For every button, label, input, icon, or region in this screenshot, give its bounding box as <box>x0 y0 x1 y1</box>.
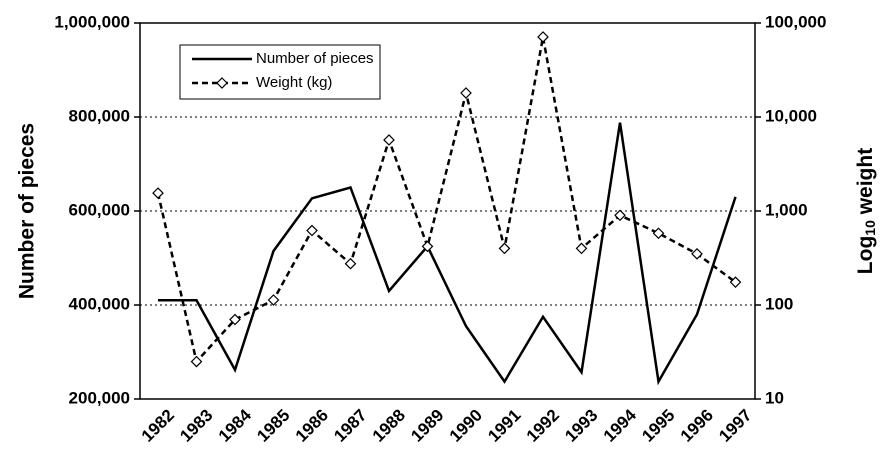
x-tick-label: 1982 <box>138 406 178 446</box>
y2-axis-title: Log10 weight <box>854 148 878 274</box>
y-tick-label: 1,000,000 <box>54 12 130 31</box>
x-tick-label: 1985 <box>253 406 293 446</box>
x-tick-label: 1994 <box>600 405 641 446</box>
data-point <box>306 224 318 237</box>
x-tick-label: 1987 <box>330 406 370 446</box>
y2-tick-label: 100,000 <box>765 12 826 31</box>
x-tick-label: 1991 <box>484 406 524 446</box>
x-tick-label: 1992 <box>523 406 563 446</box>
data-point <box>229 313 241 326</box>
data-point <box>691 248 703 260</box>
x-tick-label: 1988 <box>369 406 409 446</box>
data-point <box>614 209 626 222</box>
y2-tick-label: 10 <box>765 388 784 407</box>
series-line <box>156 36 737 365</box>
x-tick-label: 1990 <box>446 406 486 446</box>
series-line <box>158 122 737 386</box>
y-tick-label: 800,000 <box>69 106 130 125</box>
x-tick-label: 1993 <box>561 406 601 446</box>
data-point <box>421 240 434 253</box>
x-tick-label: 1997 <box>715 406 755 446</box>
data-point <box>652 227 665 240</box>
plot-frame <box>139 22 756 400</box>
data-point <box>152 187 164 199</box>
x-tick-label: 1984 <box>215 405 256 446</box>
legend-label: Number of pieces <box>256 50 374 67</box>
data-point <box>190 355 203 368</box>
x-tick-label: 1995 <box>638 406 678 446</box>
y2-tick-label: 1,000 <box>765 200 808 219</box>
x-tick-label: 1996 <box>677 406 717 446</box>
y2-title-part: Log <box>854 236 877 274</box>
legend-marker <box>216 77 228 89</box>
y-tick-label: 400,000 <box>69 294 130 313</box>
legend-label: Weight (kg) <box>256 74 332 91</box>
data-point <box>460 87 472 99</box>
legend-box <box>179 44 381 100</box>
y2-title-part: weight <box>854 148 877 220</box>
x-tick-label: 1986 <box>292 406 332 446</box>
y-axis-title: Number of pieces <box>16 123 39 299</box>
data-point <box>344 257 357 270</box>
data-point <box>498 242 511 255</box>
y-tick-label: 600,000 <box>69 200 130 219</box>
data-point <box>729 276 742 289</box>
data-point <box>267 294 280 306</box>
y2-title-sub: 10 <box>862 220 878 236</box>
data-point <box>537 31 549 43</box>
x-tick-label: 1983 <box>176 406 216 446</box>
x-tick-label: 1989 <box>407 406 447 446</box>
data-point <box>383 134 395 146</box>
y2-tick-label: 100 <box>765 294 793 313</box>
y-tick-label: 200,000 <box>69 388 130 407</box>
y2-tick-label: 10,000 <box>765 106 817 125</box>
data-point <box>575 242 588 255</box>
